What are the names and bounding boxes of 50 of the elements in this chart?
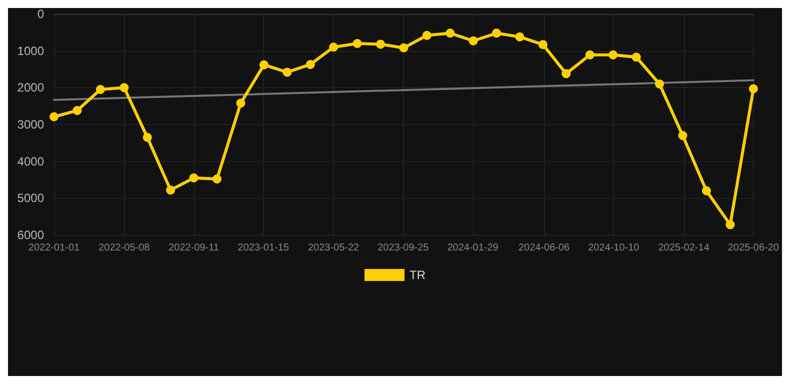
point [259,60,268,70]
point [562,69,571,78]
point [282,68,292,77]
point [50,112,58,122]
point [515,32,524,42]
x-tick-label: 2023-01-15 [238,242,290,254]
x-tick-label: 2025-02-14 [658,242,710,254]
point [468,36,478,46]
x-tick-label: 2024-10-10 [588,242,640,254]
x-tick-label: 2023-05-22 [308,242,360,254]
point [166,186,176,195]
point [352,38,362,48]
point [306,60,315,69]
x-tick-label: 2022-01-01 [28,242,80,254]
point [96,85,105,94]
x-tick-label: 2023-09-25 [378,242,430,254]
y-tick-label: 2000 [17,80,44,95]
point [72,106,82,115]
y-tick-label: 4000 [17,154,44,168]
y-tick-label: 5000 [17,191,44,206]
point [212,174,222,184]
x-tick-label: 2024-06-06 [518,242,570,254]
point [446,28,455,38]
point [748,84,758,94]
y-tick-label: 0 [37,7,44,21]
x-tick-label: 2025-06-20 [728,242,780,254]
point [538,40,548,50]
point [399,43,408,52]
x-tick-label: 2022-09-11 [168,242,220,254]
legend-label: TR [410,268,426,282]
y-tick-label: 1000 [17,44,44,58]
point [236,98,246,108]
y-tick-label: 3000 [17,118,44,132]
point [655,79,664,88]
point [376,40,386,49]
point [678,131,688,140]
point [189,173,198,182]
point [585,50,594,60]
point [608,50,618,60]
y-tick-label: 6000 [17,228,44,242]
point [422,30,432,40]
point [120,83,129,92]
x-tick-label: 2024-01-29 [447,242,499,254]
point [702,186,711,196]
point [492,28,502,38]
point [632,52,641,62]
point [142,132,152,142]
point [726,220,735,230]
point [329,42,338,52]
x-tick-label: 2022-05-08 [98,242,150,254]
